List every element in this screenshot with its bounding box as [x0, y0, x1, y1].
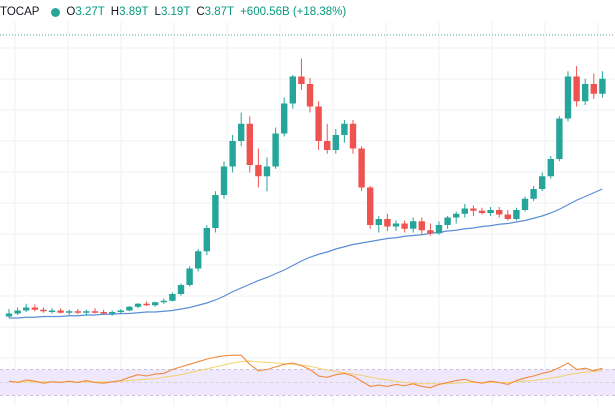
candle-body[interactable]: [521, 198, 529, 210]
candle-body[interactable]: [547, 159, 554, 177]
candle-body[interactable]: [31, 307, 38, 310]
candle-body[interactable]: [83, 311, 90, 313]
moving-average-line: [9, 188, 603, 319]
market-status-icon: [51, 7, 61, 17]
high-label: H: [110, 6, 120, 18]
candle-body[interactable]: [281, 103, 288, 134]
candle-body[interactable]: [564, 76, 572, 119]
candle-body[interactable]: [238, 123, 245, 141]
candle-body[interactable]: [74, 311, 81, 313]
candle-body[interactable]: [444, 217, 451, 226]
candle-body[interactable]: [418, 221, 425, 231]
change-value: +600.56B (+18.38%): [240, 6, 347, 18]
candle-body[interactable]: [229, 141, 236, 167]
candle-body[interactable]: [582, 84, 589, 102]
candle-body[interactable]: [375, 219, 382, 225]
candle-body[interactable]: [590, 84, 597, 94]
candle-body[interactable]: [246, 123, 253, 165]
candle-body[interactable]: [513, 210, 520, 219]
candle-body[interactable]: [126, 306, 133, 311]
candle-body[interactable]: [169, 294, 176, 301]
high-value: 3.89T: [119, 6, 149, 18]
candle-body[interactable]: [358, 148, 365, 188]
candle-body[interactable]: [255, 165, 262, 177]
candle-body[interactable]: [100, 312, 107, 314]
low-readout: L 3.19T: [155, 6, 191, 18]
candle-body[interactable]: [306, 84, 314, 107]
candle-body[interactable]: [109, 312, 116, 314]
candle-body[interactable]: [341, 123, 348, 135]
candle-body[interactable]: [160, 300, 167, 303]
chart-legend: TOCAP O 3.27T H 3.89T L 3.19T C 3.87T +600.5…: [0, 4, 346, 20]
candle-body[interactable]: [392, 223, 400, 227]
candle-body[interactable]: [556, 118, 563, 160]
candle-body[interactable]: [496, 210, 503, 215]
candle-body[interactable]: [289, 76, 296, 104]
candle-body[interactable]: [220, 166, 228, 196]
candle-body[interactable]: [410, 221, 417, 229]
candle-body[interactable]: [152, 302, 159, 306]
candle-body[interactable]: [332, 135, 339, 150]
candle-body[interactable]: [177, 285, 185, 294]
candle-body[interactable]: [470, 208, 477, 211]
close-label: C: [196, 6, 205, 18]
low-label: L: [154, 6, 161, 18]
candle-body[interactable]: [324, 141, 331, 150]
candle-body[interactable]: [478, 210, 486, 213]
candle-body[interactable]: [91, 311, 99, 313]
candle-body[interactable]: [5, 313, 13, 317]
candle-body[interactable]: [453, 213, 460, 218]
close-readout: C 3.87T: [196, 6, 234, 18]
candle-body[interactable]: [263, 166, 271, 177]
candle-body[interactable]: [203, 228, 210, 252]
candle-body[interactable]: [195, 251, 202, 269]
candle-body[interactable]: [66, 311, 73, 313]
symbol-label[interactable]: TOCAP: [0, 6, 40, 18]
candle-body[interactable]: [143, 303, 150, 306]
candle-body[interactable]: [573, 76, 580, 102]
open-label: O: [66, 6, 76, 18]
rsi-ma-line: [9, 360, 603, 385]
close-value: 3.87T: [204, 6, 235, 18]
candle-body[interactable]: [272, 133, 279, 167]
candle-body[interactable]: [461, 208, 468, 214]
candle-body[interactable]: [186, 268, 193, 286]
candle-body[interactable]: [367, 187, 374, 226]
candle-body[interactable]: [349, 123, 357, 149]
candle-body[interactable]: [530, 189, 537, 199]
open-readout: O 3.27T: [66, 6, 104, 18]
candle-body[interactable]: [117, 310, 124, 313]
candle-body[interactable]: [57, 310, 64, 313]
high-readout: H 3.89T: [111, 6, 149, 18]
candle-body[interactable]: [48, 310, 56, 313]
open-value: 3.27T: [75, 6, 105, 18]
candle-body[interactable]: [504, 214, 511, 220]
candle-body[interactable]: [40, 309, 47, 312]
candle-body[interactable]: [298, 76, 305, 85]
candle-body[interactable]: [14, 310, 21, 314]
candle-body[interactable]: [384, 219, 391, 227]
rsi-line: [8, 354, 603, 389]
candle-body[interactable]: [134, 303, 142, 307]
candle-body[interactable]: [427, 230, 434, 234]
candle-body[interactable]: [435, 225, 443, 234]
candle-body[interactable]: [212, 195, 219, 228]
candle-body[interactable]: [315, 106, 322, 142]
candle-body[interactable]: [401, 223, 408, 229]
candle-body[interactable]: [599, 78, 606, 94]
candle-body[interactable]: [539, 176, 546, 189]
candle-body[interactable]: [487, 210, 494, 213]
low-value: 3.19T: [160, 6, 191, 18]
candle-body[interactable]: [23, 307, 30, 311]
